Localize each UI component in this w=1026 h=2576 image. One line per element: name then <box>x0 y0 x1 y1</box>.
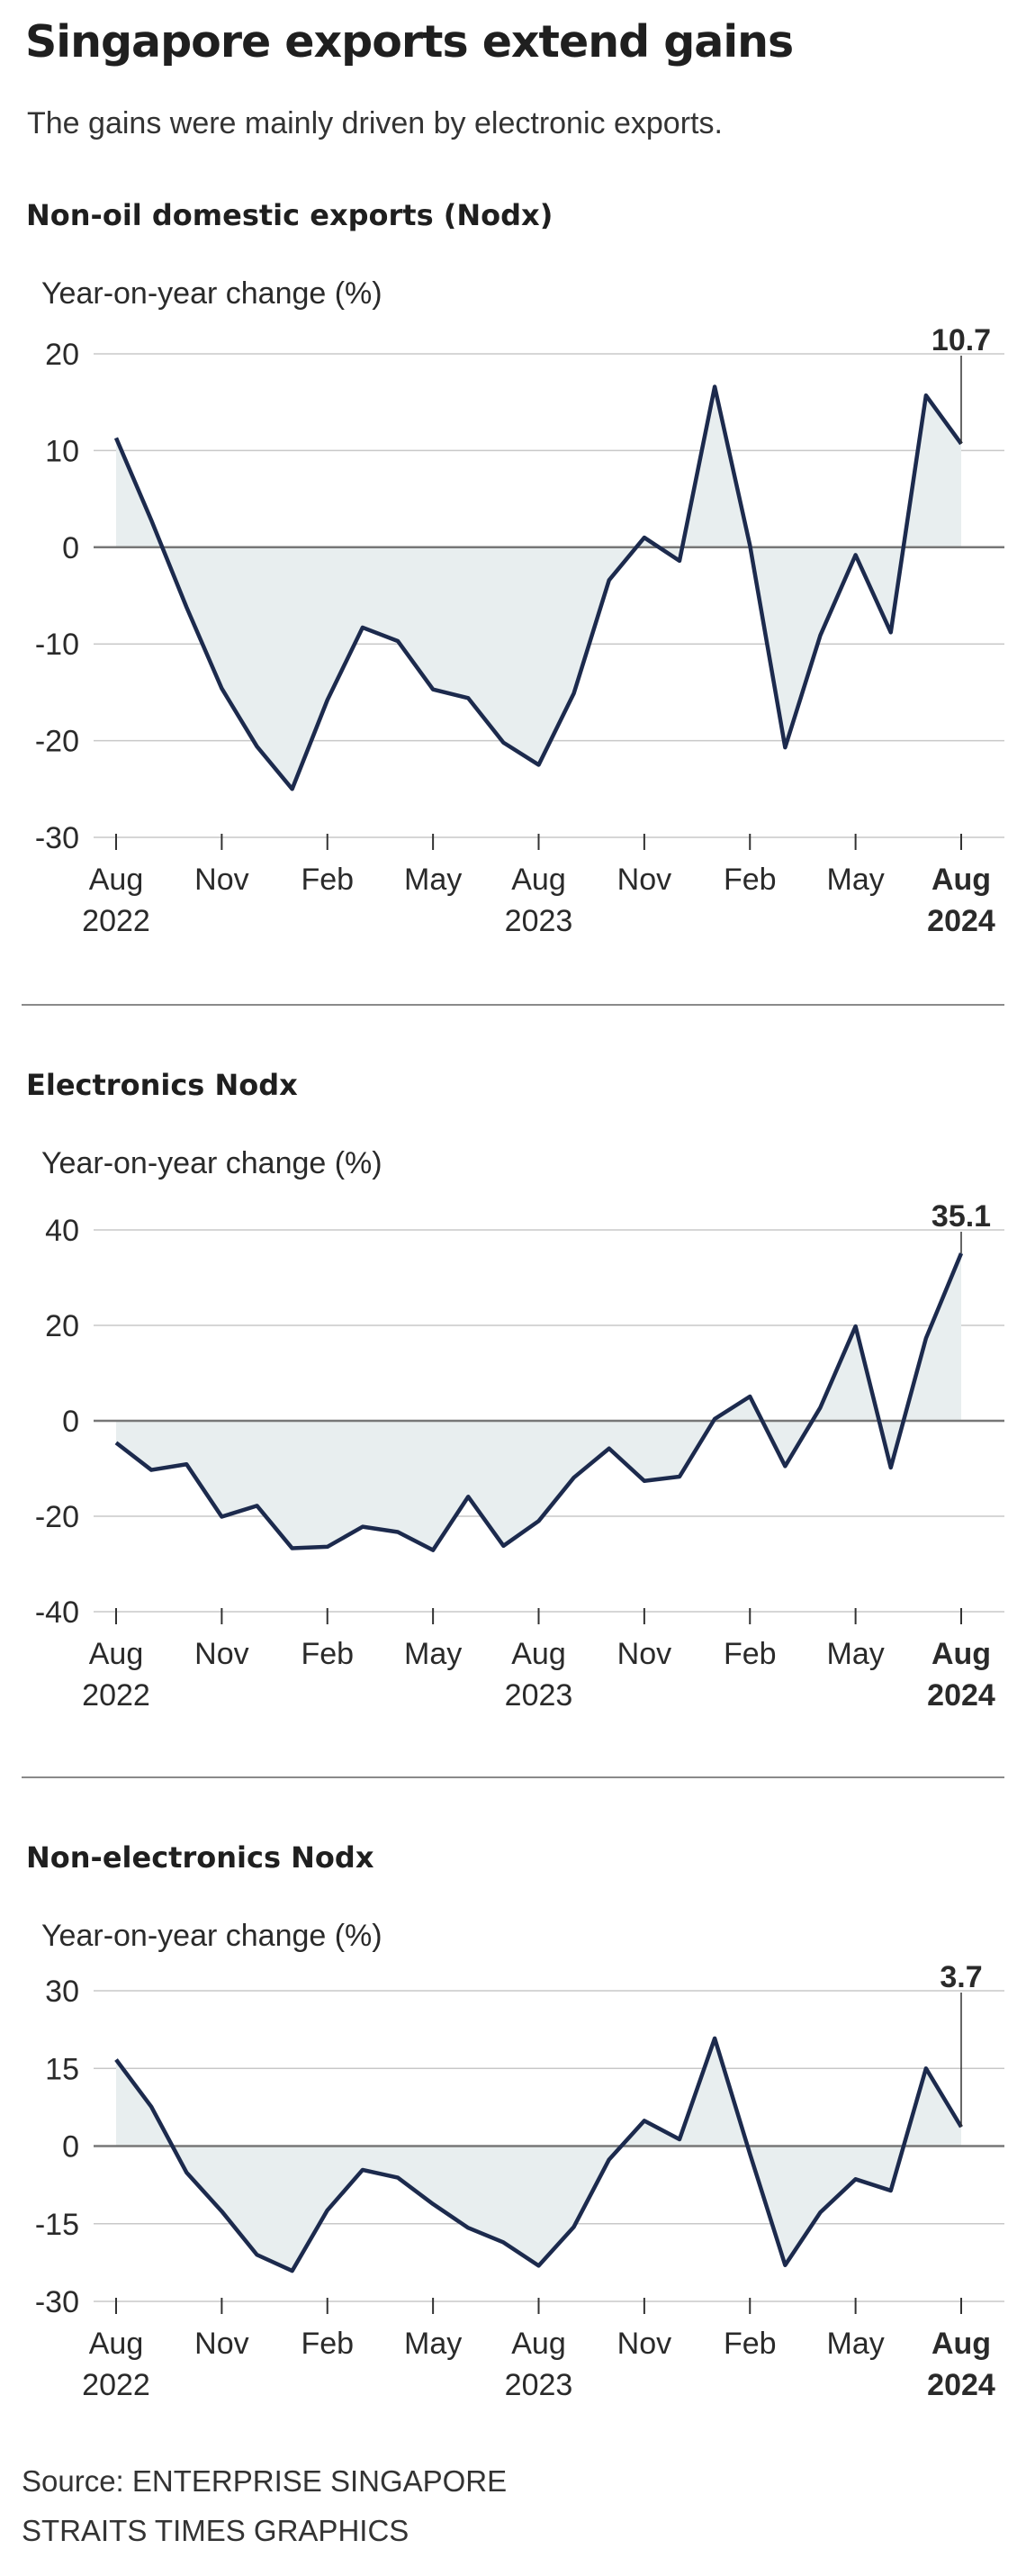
x-tick-label: Aug <box>932 1637 991 1671</box>
x-tick-label: Aug <box>89 863 144 897</box>
y-tick-label: 20 <box>45 1309 79 1343</box>
x-tick-label: Feb <box>301 1637 354 1671</box>
latest-value-label: 35.1 <box>932 1199 991 1234</box>
y-tick-label: -30 <box>35 2285 79 2319</box>
page-title: Singapore exports extend gains <box>25 16 794 68</box>
y-tick-label: 30 <box>45 1975 79 2009</box>
x-tick-year: 2022 <box>82 904 150 938</box>
x-tick-label: Nov <box>617 863 671 897</box>
y-tick-label: 0 <box>62 1405 79 1439</box>
x-tick-year: 2023 <box>505 2368 573 2402</box>
x-tick-label: May <box>827 863 885 897</box>
y-axis-title: Year-on-year change (%) <box>41 1919 382 1953</box>
x-tick-label: Nov <box>194 2327 248 2361</box>
y-axis-title: Year-on-year change (%) <box>41 276 382 311</box>
x-tick-label: Feb <box>724 1637 777 1671</box>
x-tick-label: Nov <box>194 1637 248 1671</box>
credit-note: STRAITS TIMES GRAPHICS <box>22 2514 410 2547</box>
series-line <box>114 2036 963 2273</box>
x-tick-label: May <box>404 1637 462 1671</box>
x-tick-label: May <box>404 2327 462 2361</box>
x-tick-label: Feb <box>724 863 777 897</box>
area-fill <box>116 386 961 790</box>
x-tick-year: 2024 <box>927 1678 995 1713</box>
y-tick-label: 40 <box>45 1214 79 1248</box>
x-tick-year: 2022 <box>82 2368 150 2402</box>
x-tick-label: Feb <box>301 863 354 897</box>
electronics-nodx-chart: Year-on-year change (%) 40 20 0 -20 -40 35.1 Au… <box>35 1146 1004 1713</box>
y-tick-label: -15 <box>35 2208 79 2242</box>
x-tick-year: 2023 <box>505 904 573 938</box>
latest-value-label: 3.7 <box>940 1960 982 1994</box>
latest-value-label: 10.7 <box>932 323 991 357</box>
chart-2-title: Electronics Nodx <box>26 1068 298 1102</box>
y-tick-label: 10 <box>45 434 79 468</box>
divider <box>22 1776 1004 1778</box>
area-fill <box>116 1252 961 1550</box>
x-tick-label: May <box>827 1637 885 1671</box>
divider <box>22 1004 1004 1006</box>
x-tick-year: 2024 <box>927 904 995 938</box>
x-tick-label: Aug <box>932 863 991 897</box>
y-axis-title: Year-on-year change (%) <box>41 1146 382 1180</box>
series-line <box>113 384 963 791</box>
area-fill <box>116 2038 961 2272</box>
series-line <box>114 1252 964 1552</box>
y-tick-label: -10 <box>35 628 79 662</box>
x-tick-year: 2023 <box>505 1678 573 1713</box>
y-tick-label: -20 <box>35 725 79 759</box>
x-tick-label: Aug <box>511 1637 566 1671</box>
x-tick-label: Nov <box>194 863 248 897</box>
x-tick-year: 2024 <box>927 2368 995 2402</box>
x-tick-label: Aug <box>89 2327 144 2361</box>
non-electronics-nodx-chart: Year-on-year change (%) 30 15 0 -15 -30 3.7 Aug… <box>35 1919 1004 2402</box>
y-tick-label: -40 <box>35 1595 79 1630</box>
x-tick-label: May <box>827 2327 885 2361</box>
page-subtitle: The gains were mainly driven by electron… <box>27 106 723 140</box>
x-tick-label: Nov <box>617 2327 671 2361</box>
x-tick-label: Aug <box>511 2327 566 2361</box>
y-tick-label: -20 <box>35 1500 79 1534</box>
y-tick-label: 0 <box>62 531 79 565</box>
x-tick-label: Aug <box>511 863 566 897</box>
x-tick-label: Feb <box>301 2327 354 2361</box>
y-tick-label: -30 <box>35 821 79 855</box>
x-tick-label: May <box>404 863 462 897</box>
x-tick-year: 2022 <box>82 1678 150 1713</box>
nodx-chart: Year-on-year change (%) 20 10 0 -10 -20 -30 10.… <box>35 276 1004 938</box>
y-tick-label: 0 <box>62 2130 79 2165</box>
x-tick-label: Aug <box>932 2327 991 2361</box>
x-tick-label: Feb <box>724 2327 777 2361</box>
chart-1-title: Non-oil domestic exports (Nodx) <box>26 198 554 232</box>
chart-3-title: Non-electronics Nodx <box>26 1840 374 1875</box>
y-tick-label: 20 <box>45 338 79 372</box>
y-tick-label: 15 <box>45 2052 79 2086</box>
x-tick-label: Aug <box>89 1637 144 1671</box>
x-tick-label: Nov <box>617 1637 671 1671</box>
source-note: Source: ENTERPRISE SINGAPORE <box>22 2464 508 2498</box>
